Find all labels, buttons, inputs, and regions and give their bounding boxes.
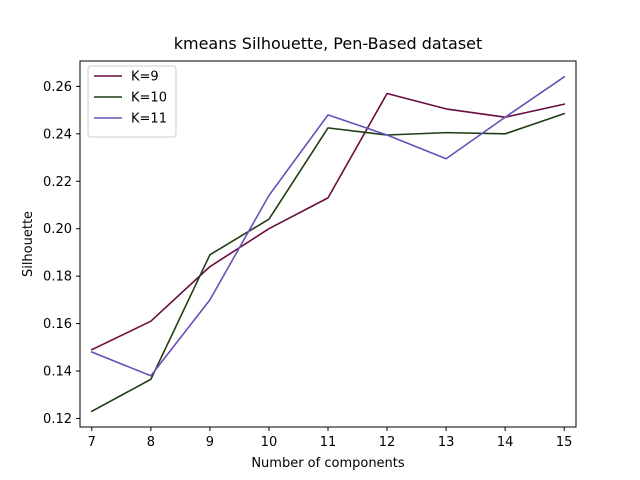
legend-label: K=11: [131, 112, 167, 127]
x-tick-label: 12: [379, 435, 396, 450]
series-line-2: [90, 112, 566, 413]
legend: K=9 K=10 K=11: [87, 65, 177, 138]
series-layer: [90, 75, 566, 413]
y-tick-label: 0.16: [43, 317, 72, 332]
y-tick-label: 0.26: [43, 80, 72, 95]
series-line-1: [90, 92, 566, 351]
y-tick-label: 0.22: [43, 175, 72, 190]
y-tick-label: 0.12: [43, 412, 72, 427]
x-tick-label: 11: [320, 435, 337, 450]
x-axis-label: Number of components: [251, 456, 405, 471]
y-tick-label: 0.18: [43, 270, 72, 285]
chart-title: kmeans Silhouette, Pen-Based dataset: [174, 34, 483, 53]
series-line-3: [90, 75, 566, 377]
x-tick-label: 8: [147, 435, 155, 450]
y-ticks: 0.12 0.14 0.16 0.18 0.20 0.22 0.24 0.26: [43, 80, 80, 427]
x-tick-label: 9: [206, 435, 214, 450]
legend-label: K=9: [131, 70, 159, 85]
x-tick-label: 10: [261, 435, 278, 450]
legend-label: K=10: [131, 91, 167, 106]
x-tick-label: 15: [556, 435, 573, 450]
y-axis-label: Silhouette: [21, 211, 36, 277]
y-tick-label: 0.14: [43, 365, 72, 380]
x-tick-label: 7: [88, 435, 96, 450]
x-tick-label: 14: [497, 435, 514, 450]
legend-box: [87, 65, 177, 138]
y-tick-label: 0.24: [43, 127, 72, 142]
x-ticks: 7 8 9 10 11 12 13 14 15: [88, 427, 573, 450]
x-tick-label: 13: [438, 435, 455, 450]
y-tick-label: 0.20: [43, 222, 72, 237]
